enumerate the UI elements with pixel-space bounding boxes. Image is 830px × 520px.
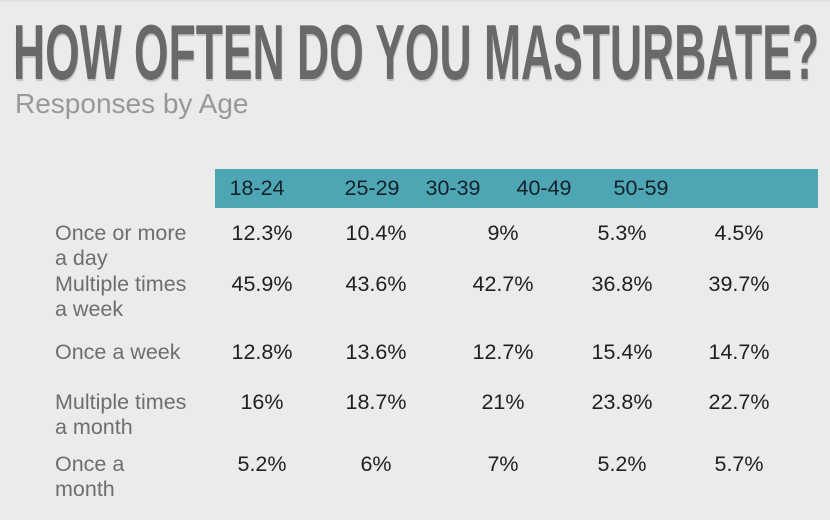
row-label-line: Multiple times <box>55 390 187 414</box>
cell-value: 5.7% <box>714 452 764 476</box>
cell-value: 4.5% <box>714 221 764 245</box>
row-label-line: Once a <box>55 452 125 476</box>
cell-value: 12.3% <box>231 221 293 245</box>
table-row-once-or-more-a-day: Once or more a day 12.3% 10.4% 9% 5.3% 4… <box>0 221 830 271</box>
row-label-line: a day <box>55 246 108 270</box>
row-label-line: a month <box>55 415 133 439</box>
cell-value: 16% <box>240 390 284 414</box>
page-title: HOW OFTEN DO YOU MASTURBATE? <box>13 8 820 96</box>
row-label-line: Multiple times <box>55 272 187 296</box>
row-label-line: month <box>55 477 115 501</box>
cell-value: 43.6% <box>345 272 407 296</box>
column-header-30-39: 30-39 <box>425 175 481 200</box>
table-row-multiple-times-a-month: Multiple times a month 16% 18.7% 21% 23.… <box>0 390 830 440</box>
top-edge-line <box>0 0 830 2</box>
cell-value: 21% <box>481 390 525 414</box>
cell-value: 42.7% <box>472 272 534 296</box>
row-label: Once a month <box>55 452 230 502</box>
row-label: Once a week <box>55 340 230 365</box>
row-label-line: Once a week <box>55 340 181 364</box>
column-header-40-49: 40-49 <box>516 175 572 200</box>
cell-value: 39.7% <box>708 272 770 296</box>
row-label-line: a week <box>55 297 124 321</box>
age-header-band: 18-24 25-29 30-39 40-49 50-59 <box>215 169 818 208</box>
cell-value: 36.8% <box>591 272 653 296</box>
cell-value: 14.7% <box>708 340 770 364</box>
row-label: Multiple times a week <box>55 272 230 322</box>
cell-value: 6% <box>360 452 392 476</box>
row-label-line: Once or more <box>55 221 187 245</box>
cell-value: 22.7% <box>708 390 770 414</box>
cell-value: 10.4% <box>345 221 407 245</box>
cell-value: 13.6% <box>345 340 407 364</box>
cell-value: 5.2% <box>597 452 647 476</box>
column-header-25-29: 25-29 <box>344 175 400 200</box>
cell-value: 12.8% <box>231 340 293 364</box>
cell-value: 7% <box>487 452 519 476</box>
cell-value: 23.8% <box>591 390 653 414</box>
cell-value: 45.9% <box>231 272 293 296</box>
column-header-50-59: 50-59 <box>613 175 669 200</box>
cell-value: 18.7% <box>345 390 407 414</box>
table-row-once-a-month: Once a month 5.2% 6% 7% 5.2% 5.7% <box>0 452 830 502</box>
table-row-once-a-week: Once a week 12.8% 13.6% 12.7% 15.4% 14.7… <box>0 340 830 390</box>
table-row-multiple-times-a-week: Multiple times a week 45.9% 43.6% 42.7% … <box>0 272 830 322</box>
page-subtitle: Responses by Age <box>15 88 249 119</box>
column-header-18-24: 18-24 <box>229 175 285 200</box>
cell-value: 12.7% <box>472 340 534 364</box>
cell-value: 5.3% <box>597 221 647 245</box>
row-label: Once or more a day <box>55 221 230 271</box>
cell-value: 15.4% <box>591 340 653 364</box>
row-label: Multiple times a month <box>55 390 230 440</box>
cell-value: 9% <box>487 221 519 245</box>
cell-value: 5.2% <box>237 452 287 476</box>
